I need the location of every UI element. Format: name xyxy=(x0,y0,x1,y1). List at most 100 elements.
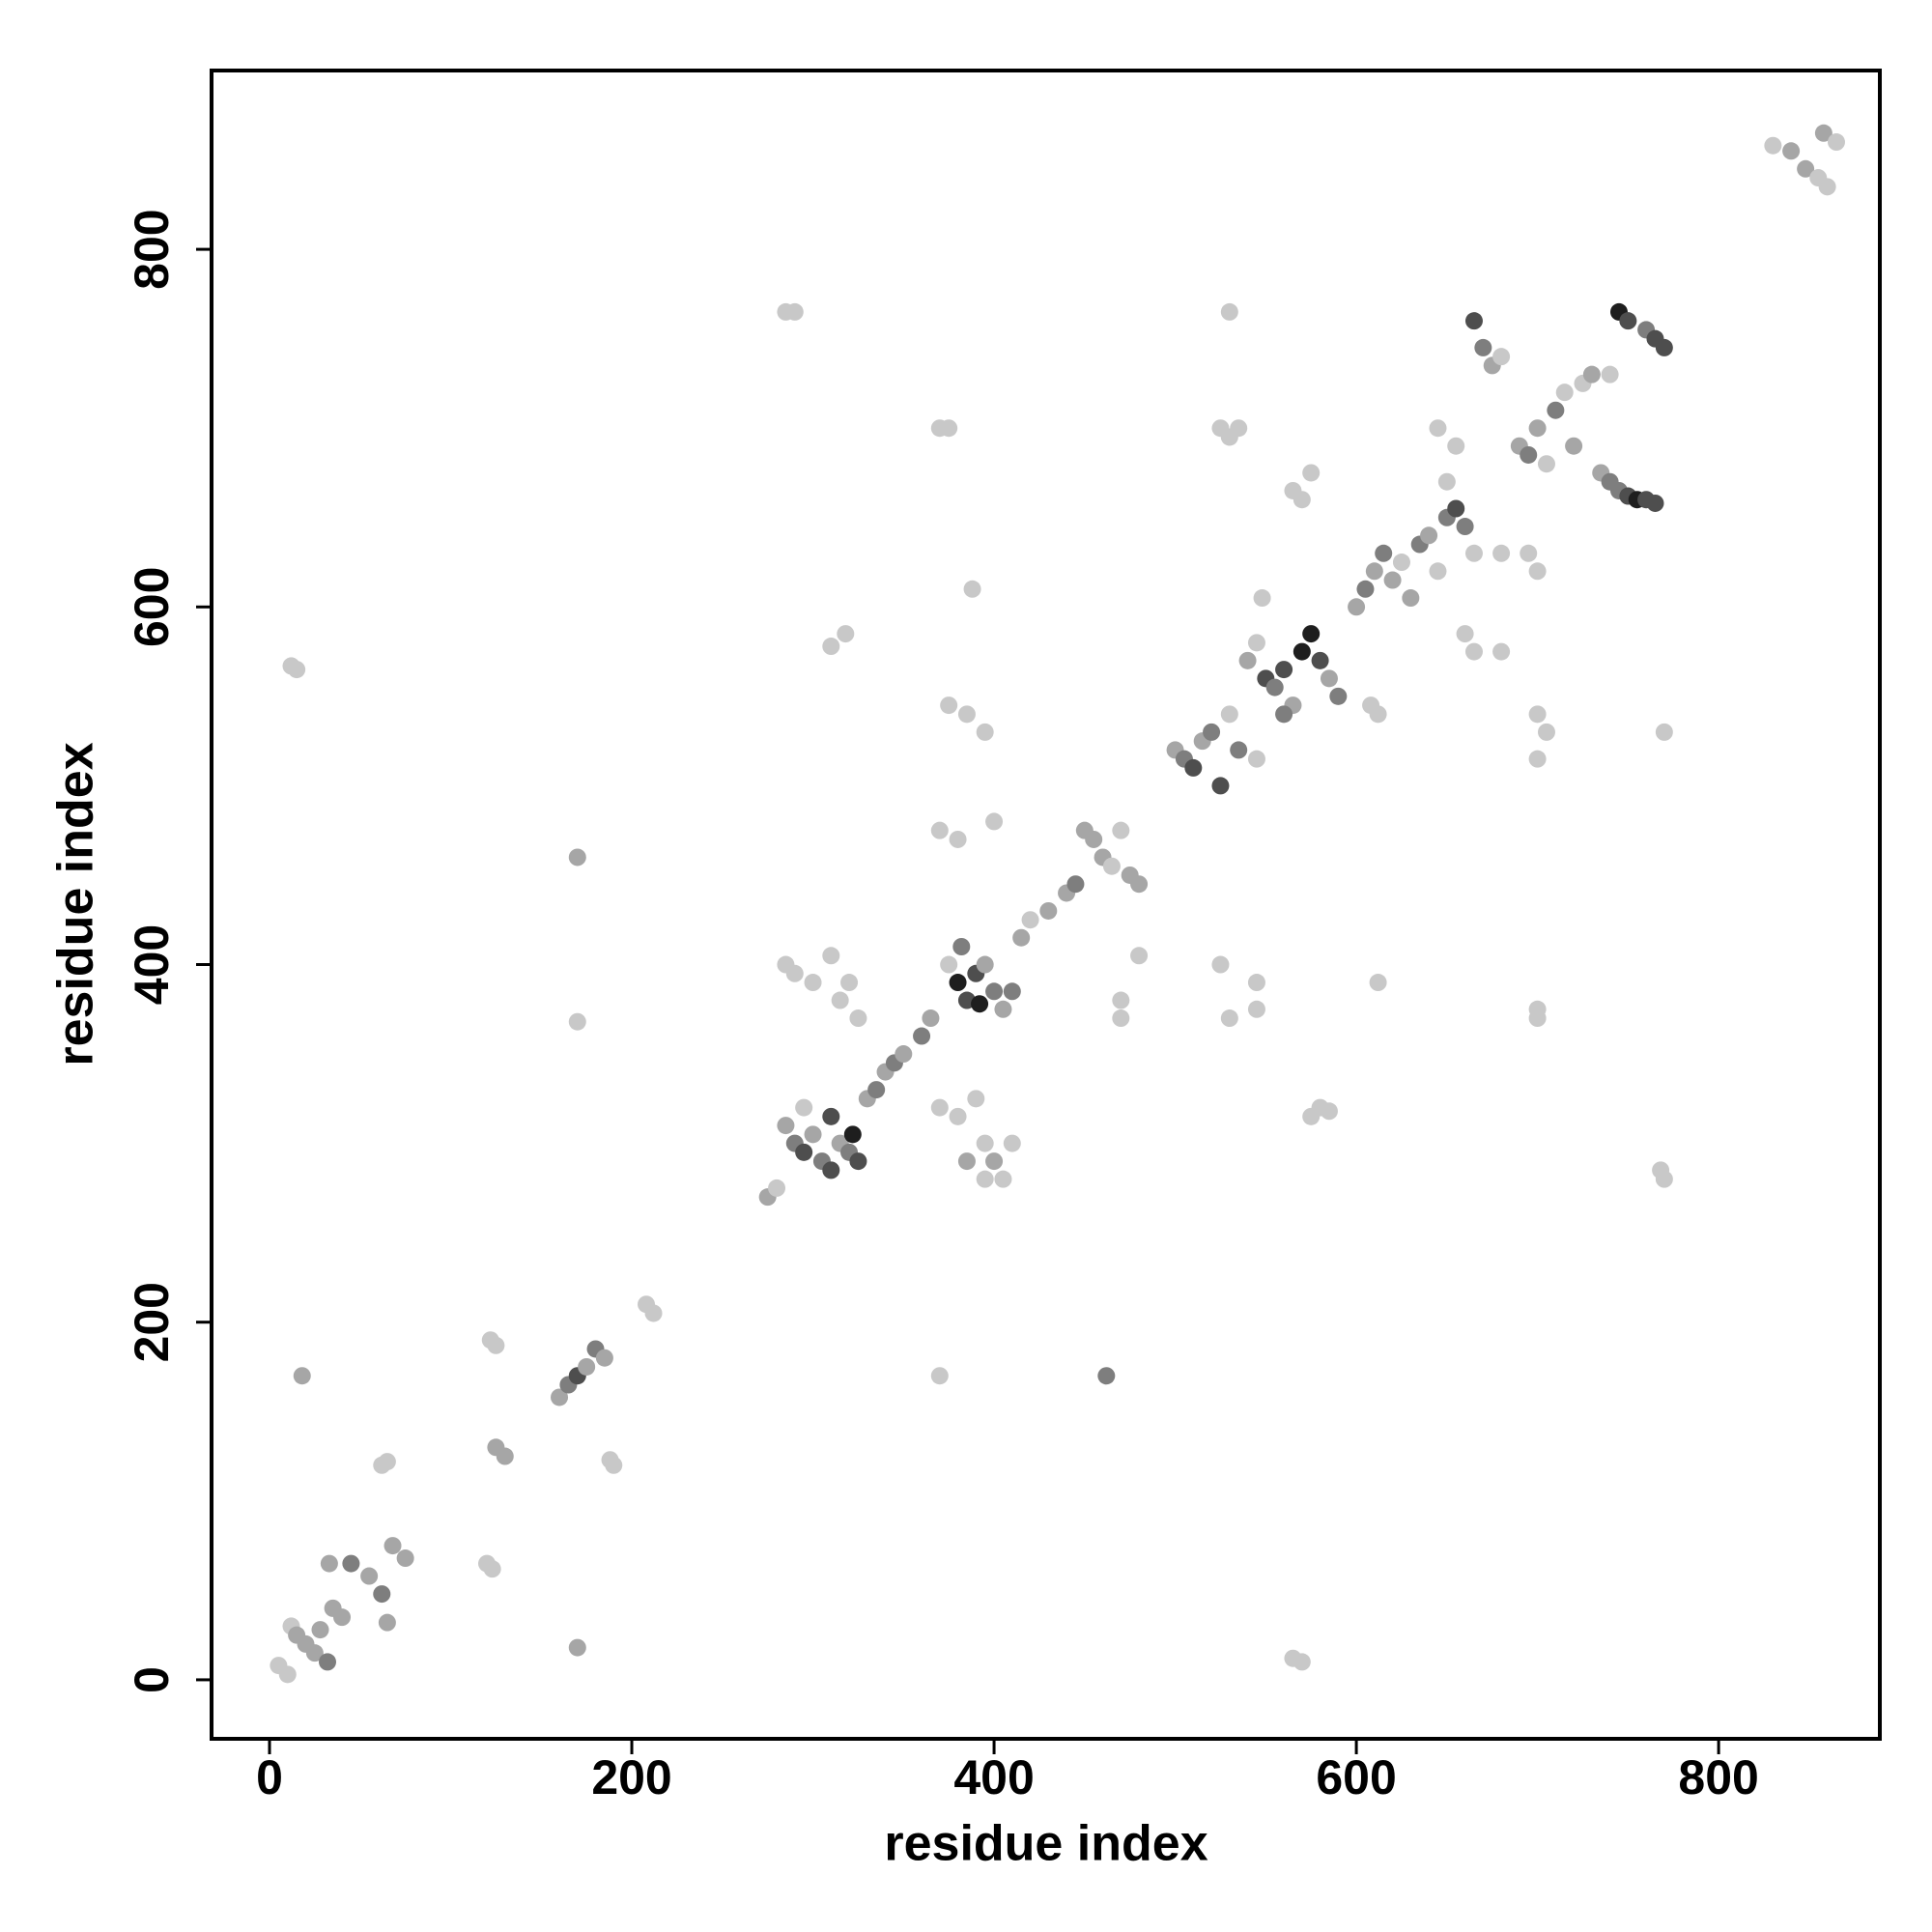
point xyxy=(976,1170,994,1188)
point xyxy=(1302,625,1321,643)
x-tick-label: 800 xyxy=(1678,1750,1758,1804)
point xyxy=(1320,669,1338,688)
point xyxy=(1247,974,1265,992)
point xyxy=(1203,723,1221,741)
point xyxy=(568,848,586,867)
point xyxy=(930,1098,949,1117)
point xyxy=(1464,642,1483,661)
point xyxy=(644,1304,663,1322)
point xyxy=(1375,544,1393,562)
point xyxy=(1437,472,1456,491)
point xyxy=(568,1012,586,1031)
point xyxy=(1528,750,1547,768)
point xyxy=(1402,589,1420,608)
point xyxy=(1474,338,1492,356)
point xyxy=(1112,1009,1130,1028)
point xyxy=(1356,580,1375,598)
point xyxy=(373,1585,391,1604)
point xyxy=(1130,947,1149,965)
point xyxy=(1211,777,1230,795)
point xyxy=(483,1560,501,1578)
point xyxy=(971,995,989,1013)
point xyxy=(1238,651,1257,669)
point xyxy=(1220,302,1238,321)
point xyxy=(843,1125,862,1144)
point xyxy=(1230,419,1248,438)
point xyxy=(913,1027,931,1045)
point xyxy=(795,1098,813,1117)
point xyxy=(1456,518,1474,536)
point xyxy=(1102,857,1121,875)
point xyxy=(1085,830,1103,848)
point xyxy=(1383,571,1402,589)
point xyxy=(396,1549,414,1568)
point xyxy=(568,1638,586,1657)
point xyxy=(1247,634,1265,652)
point xyxy=(1003,982,1021,1001)
y-tick-label: 400 xyxy=(125,924,179,1005)
point xyxy=(1420,526,1438,545)
point xyxy=(342,1554,360,1573)
point xyxy=(1601,365,1619,384)
point xyxy=(1520,544,1538,562)
point xyxy=(1447,437,1465,455)
point xyxy=(1528,1009,1547,1028)
point xyxy=(940,696,958,715)
point xyxy=(1827,133,1845,152)
point xyxy=(1184,758,1203,777)
point xyxy=(1456,625,1474,643)
point xyxy=(976,723,994,741)
point xyxy=(994,1000,1012,1018)
point xyxy=(605,1456,623,1474)
point xyxy=(595,1349,613,1367)
point xyxy=(1646,494,1664,512)
point xyxy=(1320,1102,1338,1121)
y-tick-label: 800 xyxy=(125,209,179,289)
point xyxy=(940,955,958,974)
point xyxy=(831,991,849,1009)
point xyxy=(1464,312,1483,330)
point xyxy=(1655,1170,1673,1188)
point xyxy=(1537,455,1555,473)
y-tick-label: 200 xyxy=(125,1282,179,1362)
x-tick-label: 0 xyxy=(256,1750,283,1804)
point xyxy=(1492,544,1511,562)
point xyxy=(895,1045,913,1064)
point xyxy=(952,937,971,955)
point xyxy=(1528,705,1547,724)
point xyxy=(1369,974,1387,992)
point xyxy=(1253,589,1271,608)
point xyxy=(967,1090,985,1108)
y-axis-label: residue index xyxy=(48,742,104,1065)
point xyxy=(785,964,804,982)
point xyxy=(849,1009,867,1028)
point xyxy=(922,1009,940,1028)
point xyxy=(785,302,804,321)
point xyxy=(985,1152,1004,1171)
point xyxy=(1655,723,1673,741)
point xyxy=(837,625,855,643)
point xyxy=(288,661,306,679)
point xyxy=(1528,419,1547,438)
point xyxy=(1492,642,1511,661)
point xyxy=(1302,1107,1321,1125)
point xyxy=(1520,445,1538,464)
point xyxy=(1112,821,1130,839)
point xyxy=(1429,419,1447,438)
point xyxy=(378,1453,396,1471)
point xyxy=(360,1567,379,1585)
point xyxy=(985,812,1004,831)
point xyxy=(1655,338,1673,356)
point xyxy=(994,1170,1012,1188)
point xyxy=(985,982,1004,1001)
point xyxy=(930,821,949,839)
point xyxy=(1764,136,1782,155)
point xyxy=(976,955,994,974)
point xyxy=(768,1179,786,1197)
point xyxy=(333,1608,352,1627)
point xyxy=(1039,901,1058,920)
point xyxy=(777,1117,795,1135)
point xyxy=(1392,554,1410,572)
point xyxy=(1311,651,1329,669)
